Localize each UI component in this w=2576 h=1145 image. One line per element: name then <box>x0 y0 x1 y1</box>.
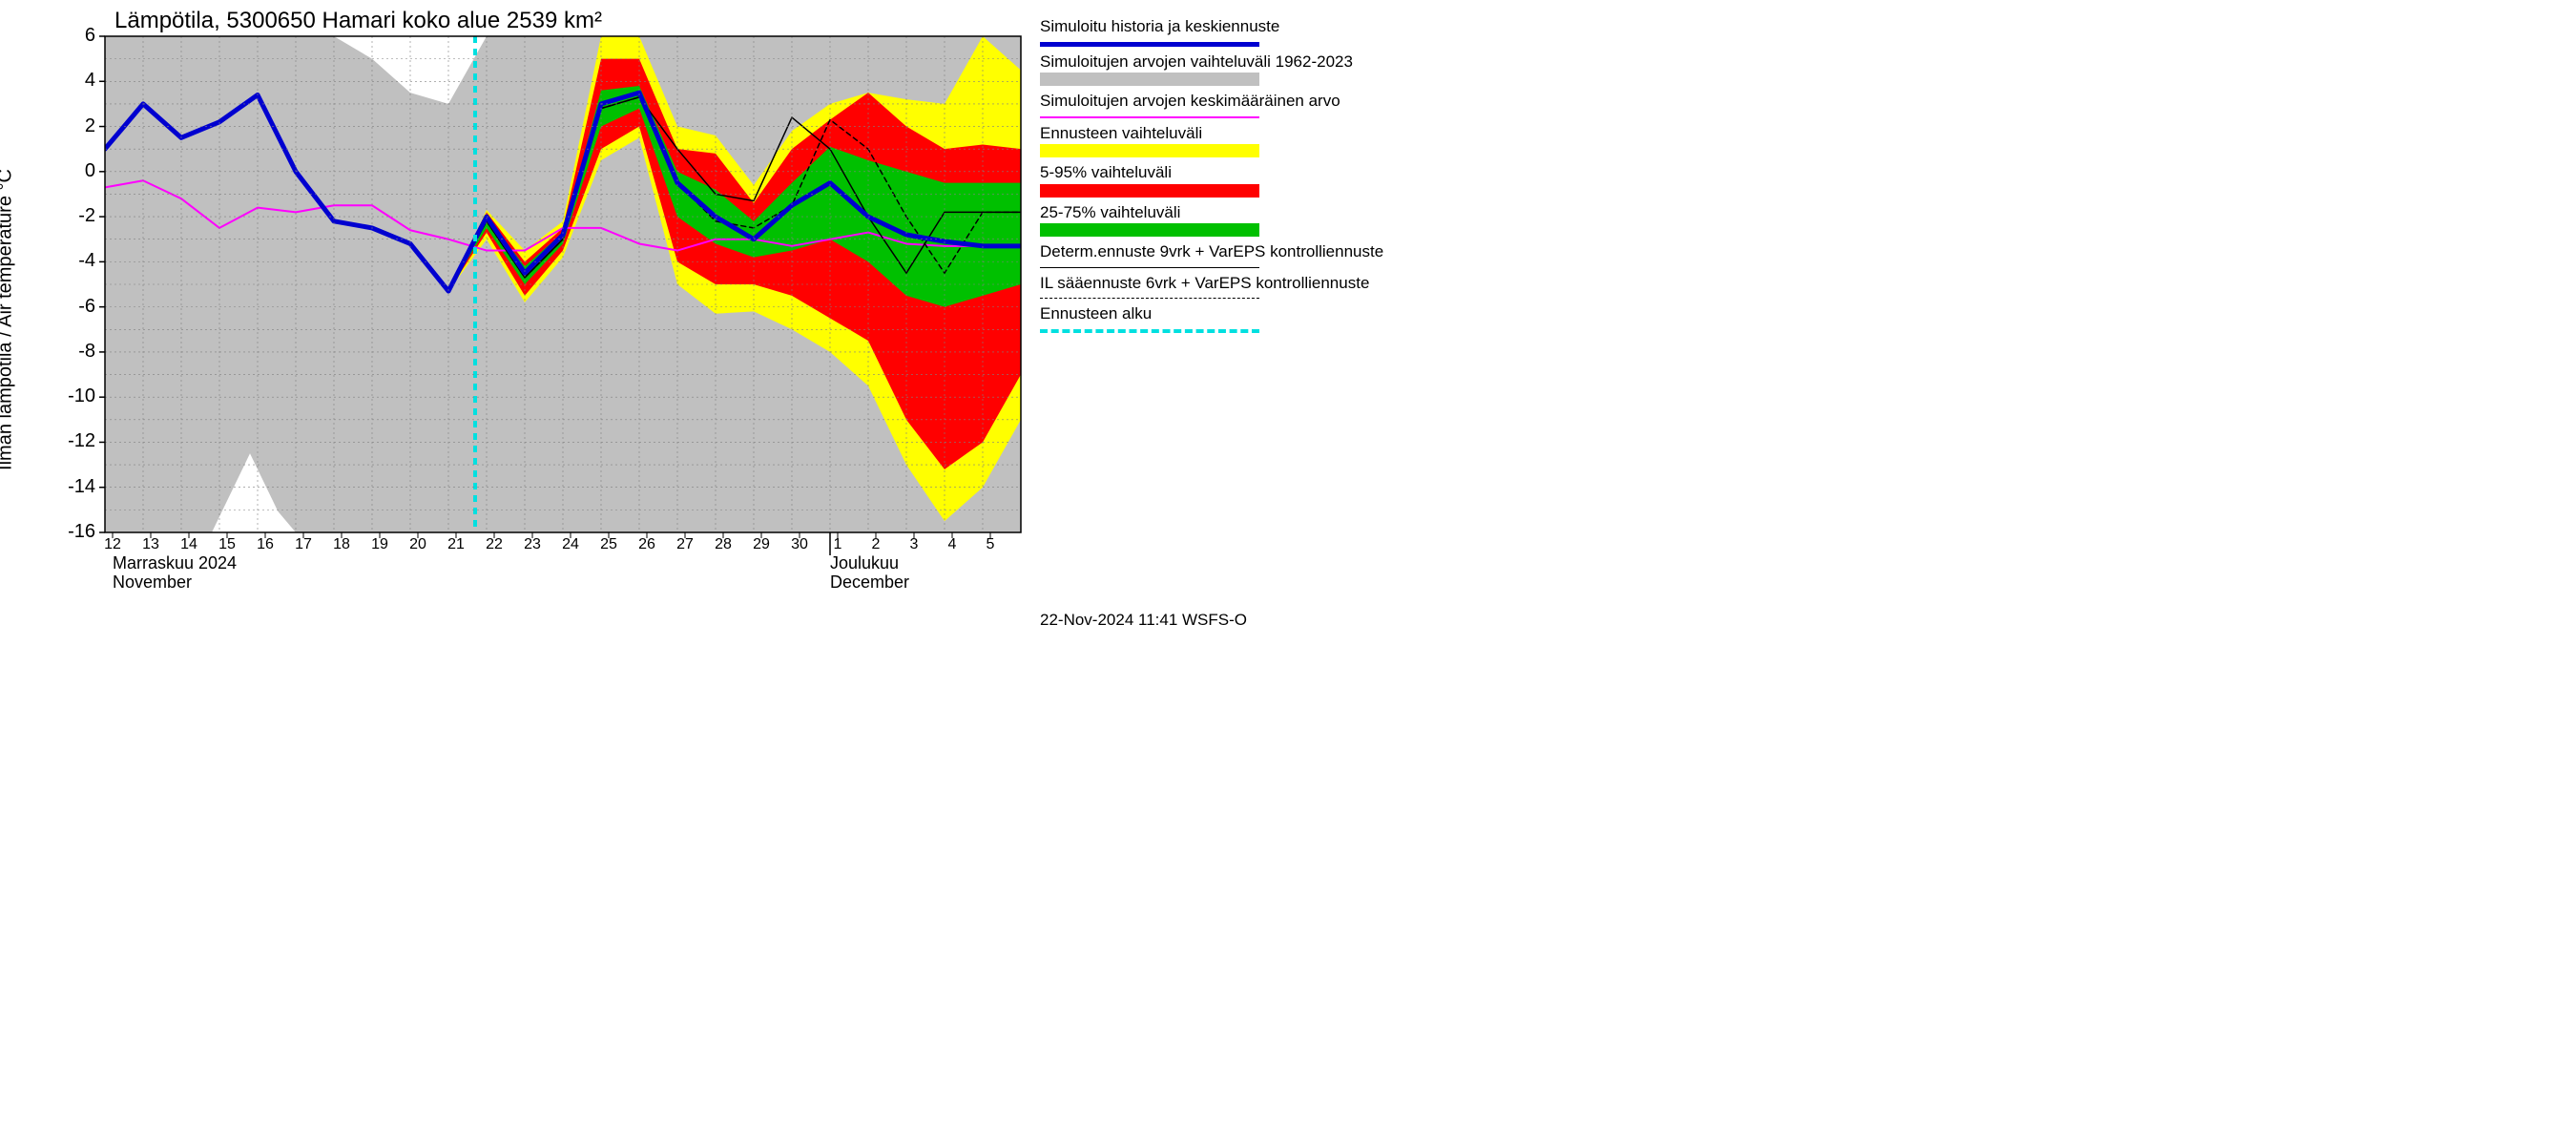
ytick-label: 4 <box>48 70 95 92</box>
legend-item: 25-75% vaihteluväli <box>1040 203 1422 238</box>
legend-label: Simuloitujen arvojen vaihteluväli 1962-2… <box>1040 52 1422 72</box>
month-label-en: November <box>113 572 192 593</box>
ytick-label: 2 <box>48 115 95 137</box>
legend-item: Ennusteen vaihteluväli <box>1040 124 1422 158</box>
legend-swatch <box>1040 223 1259 237</box>
ytick-label: -6 <box>48 296 95 318</box>
legend-item: Simuloitu historia ja keskiennuste <box>1040 17 1422 47</box>
xtick-label: 18 <box>327 536 356 553</box>
month-label-fi: Joulukuu <box>830 553 899 573</box>
legend-swatch <box>1040 42 1259 47</box>
ytick-label: 0 <box>48 160 95 182</box>
month-label-en: December <box>830 572 909 593</box>
legend-label: IL sääennuste 6vrk + VarEPS kontrollienn… <box>1040 274 1422 293</box>
month-label-fi: Marraskuu 2024 <box>113 553 237 573</box>
legend-label: Simuloitu historia ja keskiennuste <box>1040 17 1422 36</box>
xtick-label: 27 <box>671 536 699 553</box>
ytick-label: -2 <box>48 205 95 227</box>
xtick-label: 12 <box>98 536 127 553</box>
xtick-label: 21 <box>442 536 470 553</box>
xtick-label: 2 <box>862 536 890 553</box>
legend-swatch <box>1040 267 1259 268</box>
legend-item: Simuloitujen arvojen vaihteluväli 1962-2… <box>1040 52 1422 87</box>
xtick-label: 23 <box>518 536 547 553</box>
xtick-label: 1 <box>823 536 852 553</box>
legend-item: IL sääennuste 6vrk + VarEPS kontrollienn… <box>1040 274 1422 300</box>
xtick-label: 17 <box>289 536 318 553</box>
plot-area <box>0 0 1030 609</box>
legend-swatch <box>1040 73 1259 86</box>
xtick-label: 22 <box>480 536 509 553</box>
xtick-label: 16 <box>251 536 280 553</box>
legend-label: Ennusteen alku <box>1040 304 1422 323</box>
legend-swatch <box>1040 144 1259 157</box>
legend-swatch <box>1040 184 1259 198</box>
legend-item: Ennusteen alku <box>1040 304 1422 333</box>
xtick-label: 13 <box>136 536 165 553</box>
legend-label: Ennusteen vaihteluväli <box>1040 124 1422 143</box>
xtick-label: 3 <box>900 536 928 553</box>
legend-item: 5-95% vaihteluväli <box>1040 163 1422 198</box>
xtick-label: 28 <box>709 536 737 553</box>
ytick-label: -16 <box>48 521 95 543</box>
ytick-label: -8 <box>48 341 95 363</box>
legend-label: 25-75% vaihteluväli <box>1040 203 1422 222</box>
xtick-label: 15 <box>213 536 241 553</box>
legend: Simuloitu historia ja keskiennuste Simulo… <box>1040 17 1422 339</box>
legend-swatch <box>1040 116 1259 118</box>
xtick-label: 19 <box>365 536 394 553</box>
legend-label: Determ.ennuste 9vrk + VarEPS kontrollien… <box>1040 242 1422 261</box>
ytick-label: -12 <box>48 430 95 452</box>
ytick-label: 6 <box>48 25 95 47</box>
xtick-label: 26 <box>633 536 661 553</box>
xtick-label: 30 <box>785 536 814 553</box>
footer-timestamp: 22-Nov-2024 11:41 WSFS-O <box>1040 611 1247 630</box>
ytick-label: -4 <box>48 250 95 272</box>
chart-container: Ilman lämpötila / Air temperature °C Läm… <box>0 0 1431 639</box>
ytick-label: -10 <box>48 385 95 407</box>
legend-item: Determ.ennuste 9vrk + VarEPS kontrollien… <box>1040 242 1422 268</box>
legend-item: Simuloitujen arvojen keskimääräinen arvo <box>1040 92 1422 118</box>
xtick-label: 5 <box>976 536 1005 553</box>
legend-swatch <box>1040 298 1259 299</box>
xtick-label: 25 <box>594 536 623 553</box>
xtick-label: 20 <box>404 536 432 553</box>
ytick-label: -14 <box>48 476 95 498</box>
xtick-label: 14 <box>175 536 203 553</box>
xtick-label: 4 <box>938 536 966 553</box>
legend-label: Simuloitujen arvojen keskimääräinen arvo <box>1040 92 1422 111</box>
legend-swatch <box>1040 329 1259 333</box>
legend-label: 5-95% vaihteluväli <box>1040 163 1422 182</box>
xtick-label: 24 <box>556 536 585 553</box>
xtick-label: 29 <box>747 536 776 553</box>
